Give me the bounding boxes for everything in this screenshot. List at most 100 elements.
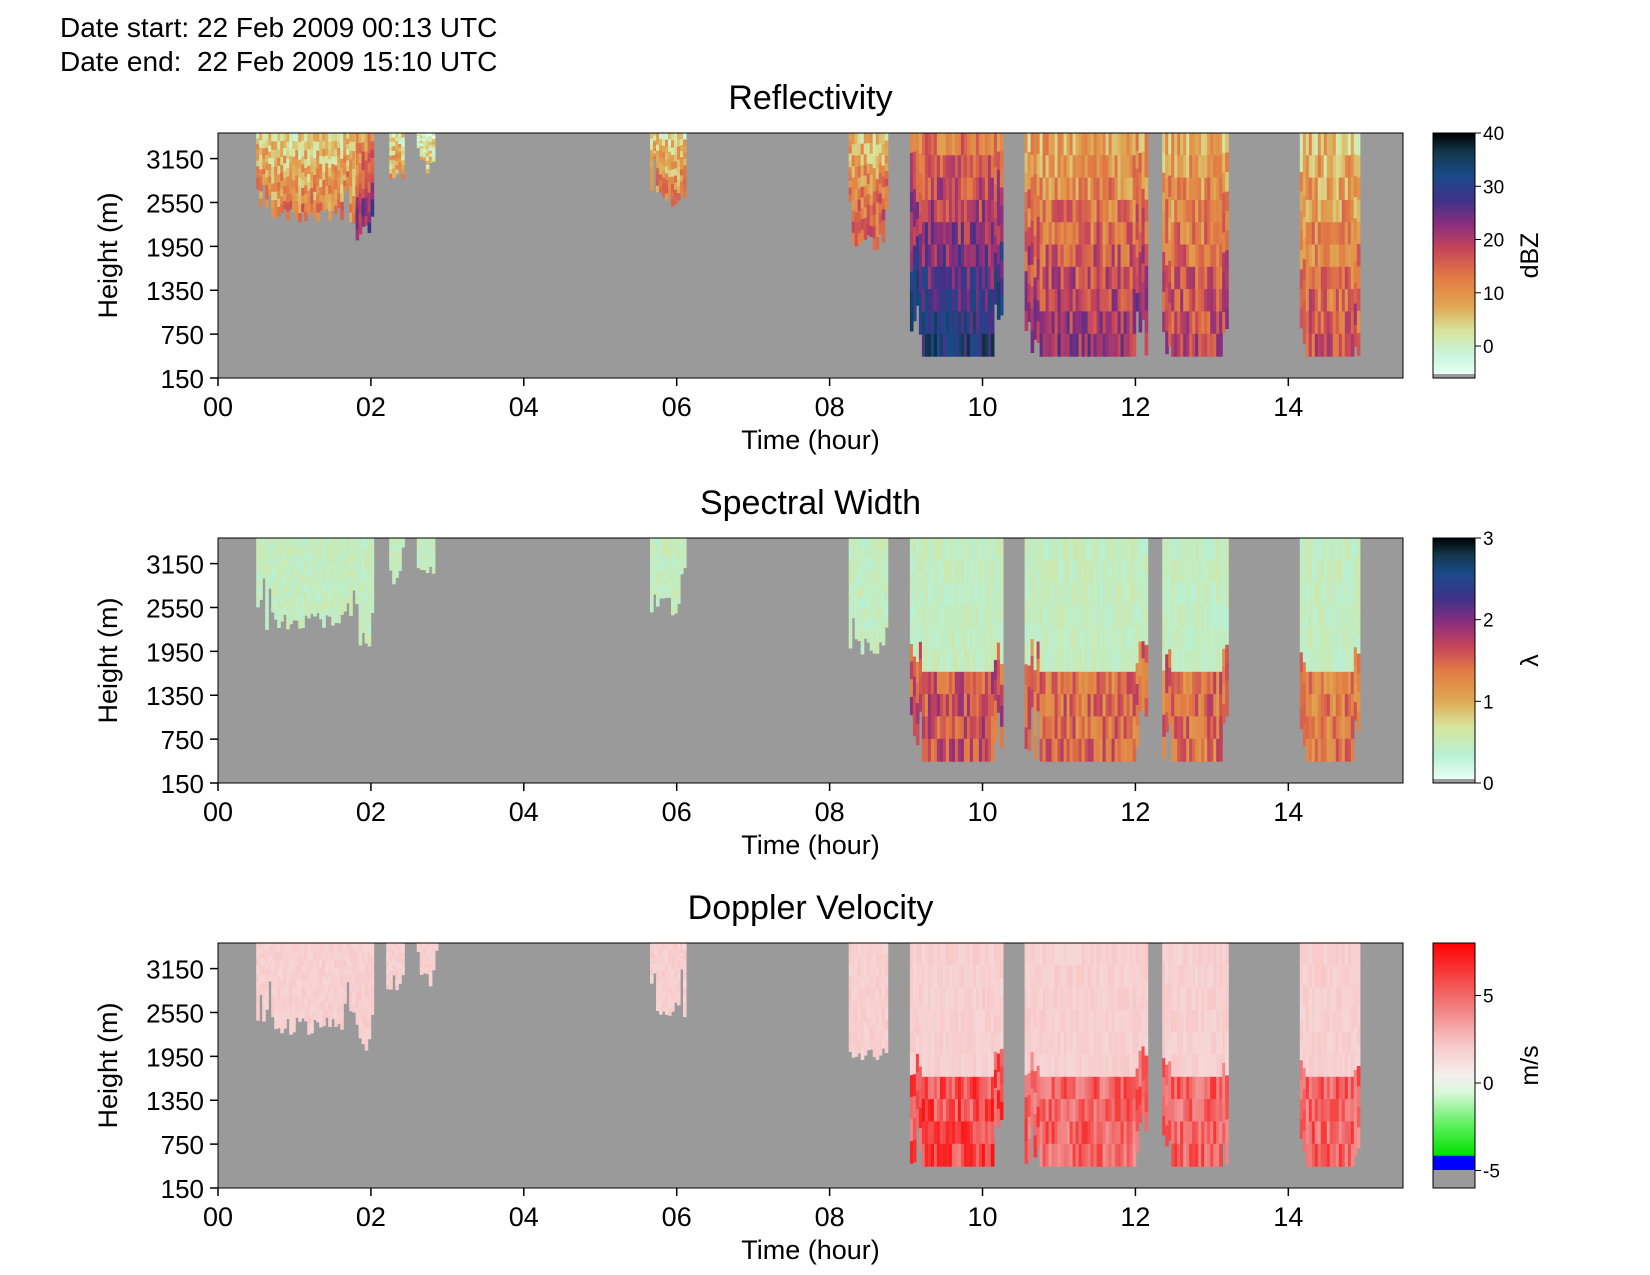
- echo-cell: [939, 311, 944, 335]
- echo-cell: [960, 244, 965, 268]
- echo-cell: [1171, 694, 1175, 717]
- echo-cell: [866, 224, 871, 236]
- echo-cell: [1174, 222, 1178, 246]
- echo-cell: [428, 141, 433, 146]
- echo-cell: [860, 1024, 865, 1037]
- echo-cell: [295, 1002, 299, 1011]
- echo-cell: [1168, 575, 1172, 595]
- echo-cell: [863, 175, 868, 187]
- echo-cell: [1045, 694, 1050, 717]
- echo-cell: [1347, 560, 1352, 584]
- echo-cell: [1329, 177, 1334, 201]
- echo-cell: [656, 551, 660, 559]
- echo-cell: [924, 155, 929, 179]
- echo-cell: [364, 206, 369, 217]
- echo-cell: [1078, 671, 1083, 695]
- echo-cell: [927, 311, 932, 335]
- echo-cell: [978, 133, 983, 156]
- echo-cell: [325, 186, 329, 195]
- echo-cell: [857, 997, 862, 1010]
- echo-cell: [425, 958, 430, 962]
- echo-cell: [289, 943, 293, 953]
- echo-cell: [1195, 582, 1199, 606]
- echo-cell: [872, 549, 877, 562]
- echo-cell: [939, 133, 944, 156]
- echo-cell: [1210, 627, 1214, 651]
- echo-cell: [289, 589, 293, 599]
- echo-cell: [650, 155, 654, 163]
- echo-cell: [912, 557, 917, 579]
- echo-cell: [665, 159, 669, 168]
- echo-cell: [1024, 601, 1029, 623]
- echo-cell: [954, 333, 959, 357]
- echo-cell: [328, 608, 332, 617]
- echo-cell: [431, 943, 436, 947]
- echo-cell: [259, 943, 263, 949]
- echo-cell: [283, 155, 287, 164]
- echo-cell: [1195, 333, 1199, 357]
- echo-cell: [854, 234, 859, 247]
- echo-cell: [990, 1032, 995, 1056]
- echo-cell: [674, 605, 678, 614]
- echo-cell: [328, 959, 332, 969]
- echo-cell: [990, 649, 995, 673]
- echo-cell: [848, 560, 853, 572]
- echo-cell: [392, 146, 396, 152]
- echo-cell: [936, 1032, 941, 1056]
- echo-cell: [1216, 155, 1220, 179]
- echo-cell: [984, 560, 989, 584]
- echo-cell: [331, 156, 335, 165]
- echo-cell: [912, 1008, 917, 1032]
- echo-cell: [1027, 283, 1032, 304]
- echo-cell: [1177, 266, 1181, 290]
- echo-cell: [337, 162, 341, 171]
- echo-cell: [1057, 560, 1062, 584]
- echo-cell: [677, 173, 681, 181]
- echo-cell: [1129, 627, 1134, 651]
- echo-cell: [259, 544, 263, 551]
- echo-cell: [671, 990, 675, 999]
- echo-cell: [1066, 133, 1071, 156]
- echo-cell: [259, 198, 263, 207]
- echo-cell: [1198, 222, 1202, 246]
- echo-cell: [966, 266, 971, 290]
- echo-cell: [274, 200, 278, 209]
- echo-cell: [1335, 333, 1340, 357]
- echo-cell: [999, 642, 1004, 665]
- echo-cell: [966, 604, 971, 628]
- echo-cell: [1114, 177, 1119, 201]
- echo-cell: [921, 222, 926, 246]
- echo-cell: [677, 986, 681, 993]
- echo-cell: [987, 333, 992, 357]
- echo-cell: [659, 964, 663, 972]
- echo-cell: [1320, 333, 1325, 357]
- echo-cell: [990, 1143, 995, 1167]
- echo-cell: [996, 1053, 1001, 1073]
- echo-cell: [951, 1121, 956, 1145]
- echo-cell: [969, 1054, 974, 1078]
- echo-cell: [271, 994, 275, 1003]
- echo-cell: [918, 538, 923, 556]
- echo-cell: [301, 564, 305, 575]
- echo-cell: [984, 694, 989, 717]
- echo-cell: [878, 153, 883, 164]
- echo-cell: [945, 538, 950, 561]
- echo-cell: [310, 583, 314, 592]
- echo-cell: [370, 545, 375, 554]
- echo-cell: [304, 576, 308, 585]
- echo-cell: [1099, 177, 1104, 201]
- echo-cell: [1102, 671, 1107, 695]
- echo-cell: [881, 209, 886, 221]
- echo-cell: [915, 219, 920, 237]
- echo-cell: [1165, 712, 1169, 733]
- echo-cell: [1135, 239, 1140, 259]
- echo-cell: [872, 179, 877, 193]
- echo-cell: [355, 544, 360, 552]
- echo-cell: [419, 547, 424, 552]
- echo-cell: [419, 135, 424, 139]
- echo-cell: [268, 977, 272, 982]
- echo-cell: [298, 943, 302, 952]
- echo-cell: [392, 173, 396, 178]
- echo-cell: [650, 951, 654, 956]
- echo-cell: [1132, 694, 1137, 717]
